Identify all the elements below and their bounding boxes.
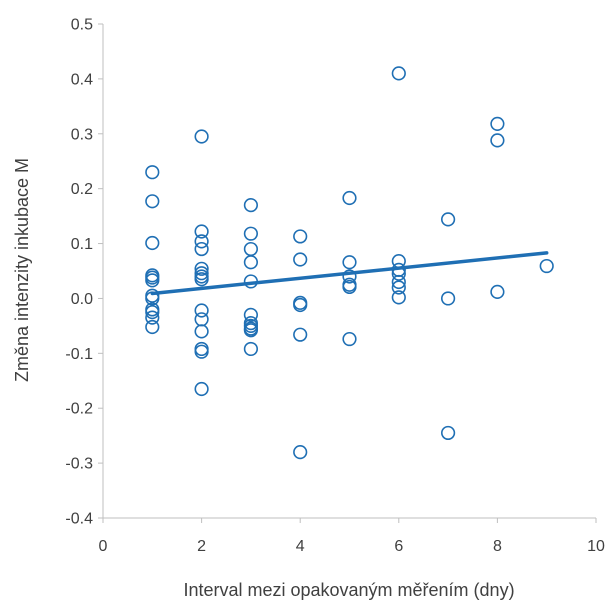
data-point <box>145 310 160 325</box>
data-point <box>243 241 258 257</box>
points-layer <box>145 66 554 460</box>
y-tick-label: -0.4 <box>65 511 93 528</box>
data-point <box>145 291 160 306</box>
data-point <box>194 324 209 339</box>
y-tick-label: -0.1 <box>65 346 93 363</box>
data-point <box>194 272 209 287</box>
data-point <box>243 274 258 289</box>
y-tick-label: 0.2 <box>71 181 93 198</box>
data-point <box>145 305 160 320</box>
data-point <box>243 226 258 241</box>
data-point <box>145 288 160 303</box>
data-point <box>391 290 406 305</box>
trendline-layer <box>150 251 549 296</box>
data-point <box>342 269 357 284</box>
data-point <box>243 307 258 323</box>
data-point <box>441 212 456 227</box>
x-tick-label: 6 <box>394 538 403 555</box>
y-tick-label: 0.0 <box>71 291 93 308</box>
data-point <box>194 344 209 359</box>
data-point <box>391 280 406 295</box>
data-point <box>194 303 209 318</box>
data-point <box>441 291 456 306</box>
y-axis-title: Změna intenzity inkubace M <box>12 158 32 382</box>
data-point <box>194 129 209 144</box>
tick-labels: -0.4 -0.3 -0.2 -0.1 0.0 0.1 0.2 0.3 0.4 0.5 0 2 4 6 8 1… <box>65 17 605 556</box>
data-point <box>145 319 160 335</box>
data-point <box>342 331 357 347</box>
data-point <box>391 66 406 81</box>
x-tick-label: 8 <box>493 538 502 555</box>
data-point <box>194 224 209 239</box>
data-point <box>145 165 160 180</box>
data-point <box>243 198 258 213</box>
data-point <box>145 194 160 209</box>
y-tick-label: 0.4 <box>71 71 93 88</box>
axes <box>98 23 597 523</box>
data-point <box>194 341 209 357</box>
data-point <box>342 279 357 295</box>
data-point <box>243 255 258 270</box>
data-point <box>539 258 554 274</box>
x-tick-label: 10 <box>587 538 605 555</box>
data-point <box>194 241 209 257</box>
data-point <box>490 133 505 148</box>
data-point <box>243 341 258 357</box>
x-tick-label: 2 <box>197 538 206 555</box>
data-point <box>293 297 308 313</box>
data-point <box>194 381 209 397</box>
data-point <box>293 327 308 342</box>
data-point <box>391 266 406 281</box>
data-point <box>194 312 209 327</box>
x-axis-title: Interval mezi opakovaným měřením (dny) <box>183 580 514 600</box>
data-point <box>243 323 258 338</box>
y-tick-label: 0.3 <box>71 126 93 143</box>
y-tick-label: -0.2 <box>65 401 93 418</box>
data-point <box>391 274 406 290</box>
x-tick-label: 0 <box>99 538 108 555</box>
y-tick-label: -0.3 <box>65 456 93 473</box>
data-point <box>490 284 505 299</box>
data-point <box>342 255 357 270</box>
data-point <box>194 234 209 249</box>
x-tick-label: 4 <box>296 538 305 555</box>
data-point <box>194 266 209 281</box>
data-point <box>490 116 505 131</box>
data-point <box>441 425 456 441</box>
y-tick-label: 0.1 <box>71 236 93 253</box>
y-tick-label: 0.5 <box>71 17 93 34</box>
data-point <box>194 261 209 276</box>
data-point <box>293 252 308 267</box>
trendline <box>150 251 549 296</box>
data-point <box>342 190 357 206</box>
data-point <box>145 273 160 288</box>
data-point <box>293 229 308 244</box>
data-point <box>293 445 308 460</box>
data-point <box>145 235 160 251</box>
